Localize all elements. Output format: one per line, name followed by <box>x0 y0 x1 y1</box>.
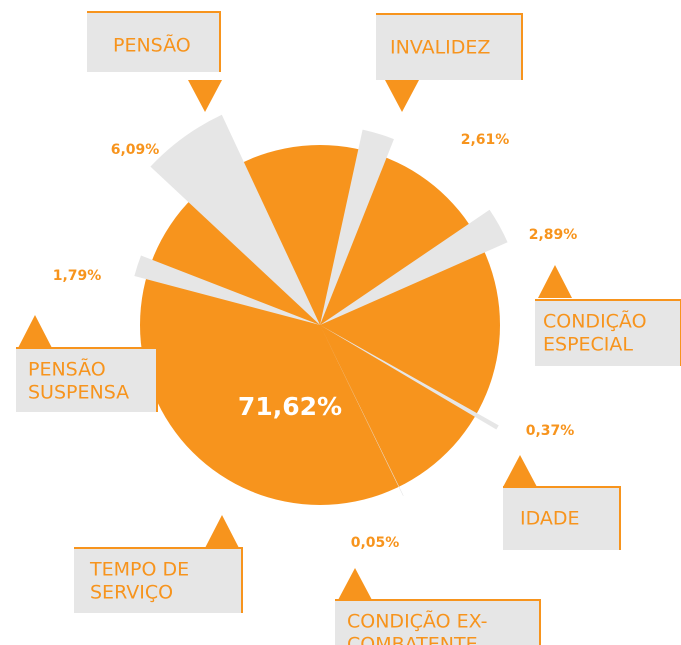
category-label: IDADE <box>520 508 580 530</box>
category-label: PENSÃO <box>113 34 191 57</box>
pie-slice <box>134 255 320 325</box>
callout-border <box>376 13 523 80</box>
callout-box <box>87 12 220 72</box>
value-label: 0,37% <box>526 423 575 439</box>
category-label: PENSÃO <box>28 358 106 381</box>
callout-box <box>335 600 540 645</box>
callout-box <box>74 548 242 613</box>
category-label: CONDIÇÃO EX- <box>347 610 488 633</box>
category-label: COMBATENTE <box>347 634 478 645</box>
callout-border <box>535 299 681 366</box>
category-label: ESPECIAL <box>543 334 633 356</box>
callout-pointer <box>188 80 222 112</box>
category-label: SERVIÇO <box>90 582 173 604</box>
pie-slice <box>320 209 508 325</box>
value-label: 71,62% <box>238 392 342 421</box>
callout-border <box>335 599 541 645</box>
value-label: 2,61% <box>461 132 510 148</box>
callout-pointer <box>385 80 419 112</box>
callout-border <box>503 486 621 550</box>
callout-border <box>16 347 158 412</box>
callout-pointer <box>205 515 239 548</box>
value-label: 2,89% <box>529 227 578 243</box>
callout-pointer <box>538 265 572 298</box>
callout-box <box>535 300 681 366</box>
value-label: 0,05% <box>351 535 400 551</box>
callout-box <box>503 487 620 550</box>
category-label: INVALIDEZ <box>390 37 490 59</box>
value-label: 1,79% <box>53 268 102 284</box>
callout-pointer <box>338 568 372 600</box>
callout-border <box>74 547 243 613</box>
value-label: 6,09% <box>111 142 160 158</box>
callout-box <box>16 348 157 412</box>
pie-slice <box>320 325 499 430</box>
pie-slice <box>150 114 320 325</box>
pie-slice <box>320 325 404 496</box>
callout-box <box>376 14 522 80</box>
category-label: CONDIÇÃO <box>543 310 647 333</box>
category-label: SUSPENSA <box>28 382 129 404</box>
callout-pointer <box>503 455 537 487</box>
callout-pointer <box>18 315 52 348</box>
callout-border <box>87 11 221 72</box>
pie-slice <box>320 129 394 325</box>
category-label: TEMPO DE <box>89 559 189 581</box>
